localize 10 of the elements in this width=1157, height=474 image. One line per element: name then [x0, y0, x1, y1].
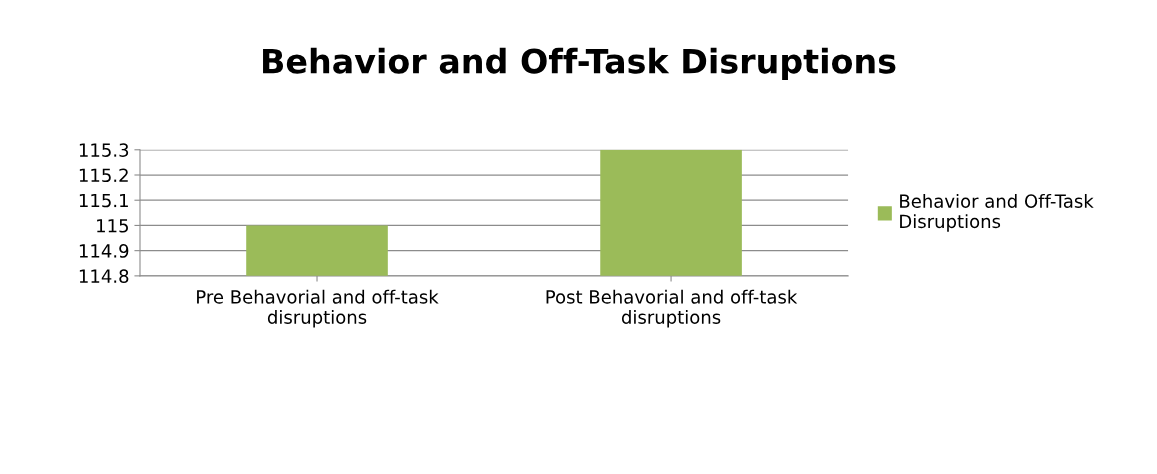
y-tick-label: 114.8 [79, 269, 129, 283]
y-tick-label: 114.9 [79, 244, 129, 258]
y-tick-label: 115.2 [79, 168, 128, 183]
chart-title: Behavior and Off-Task Disruptions [263, 47, 896, 81]
y-tick-label: 115.1 [79, 193, 128, 208]
y-tick-label: 115 [97, 219, 128, 233]
legend-label: Behavior and Off-Task Disruptions [900, 193, 1094, 232]
y-tick-label: 115.3 [79, 143, 129, 157]
x-tick-label: Pre Behavorial and off-task disruptions [197, 289, 439, 328]
x-tick-label: Post Behavorial and off-task disruptions [546, 289, 798, 328]
